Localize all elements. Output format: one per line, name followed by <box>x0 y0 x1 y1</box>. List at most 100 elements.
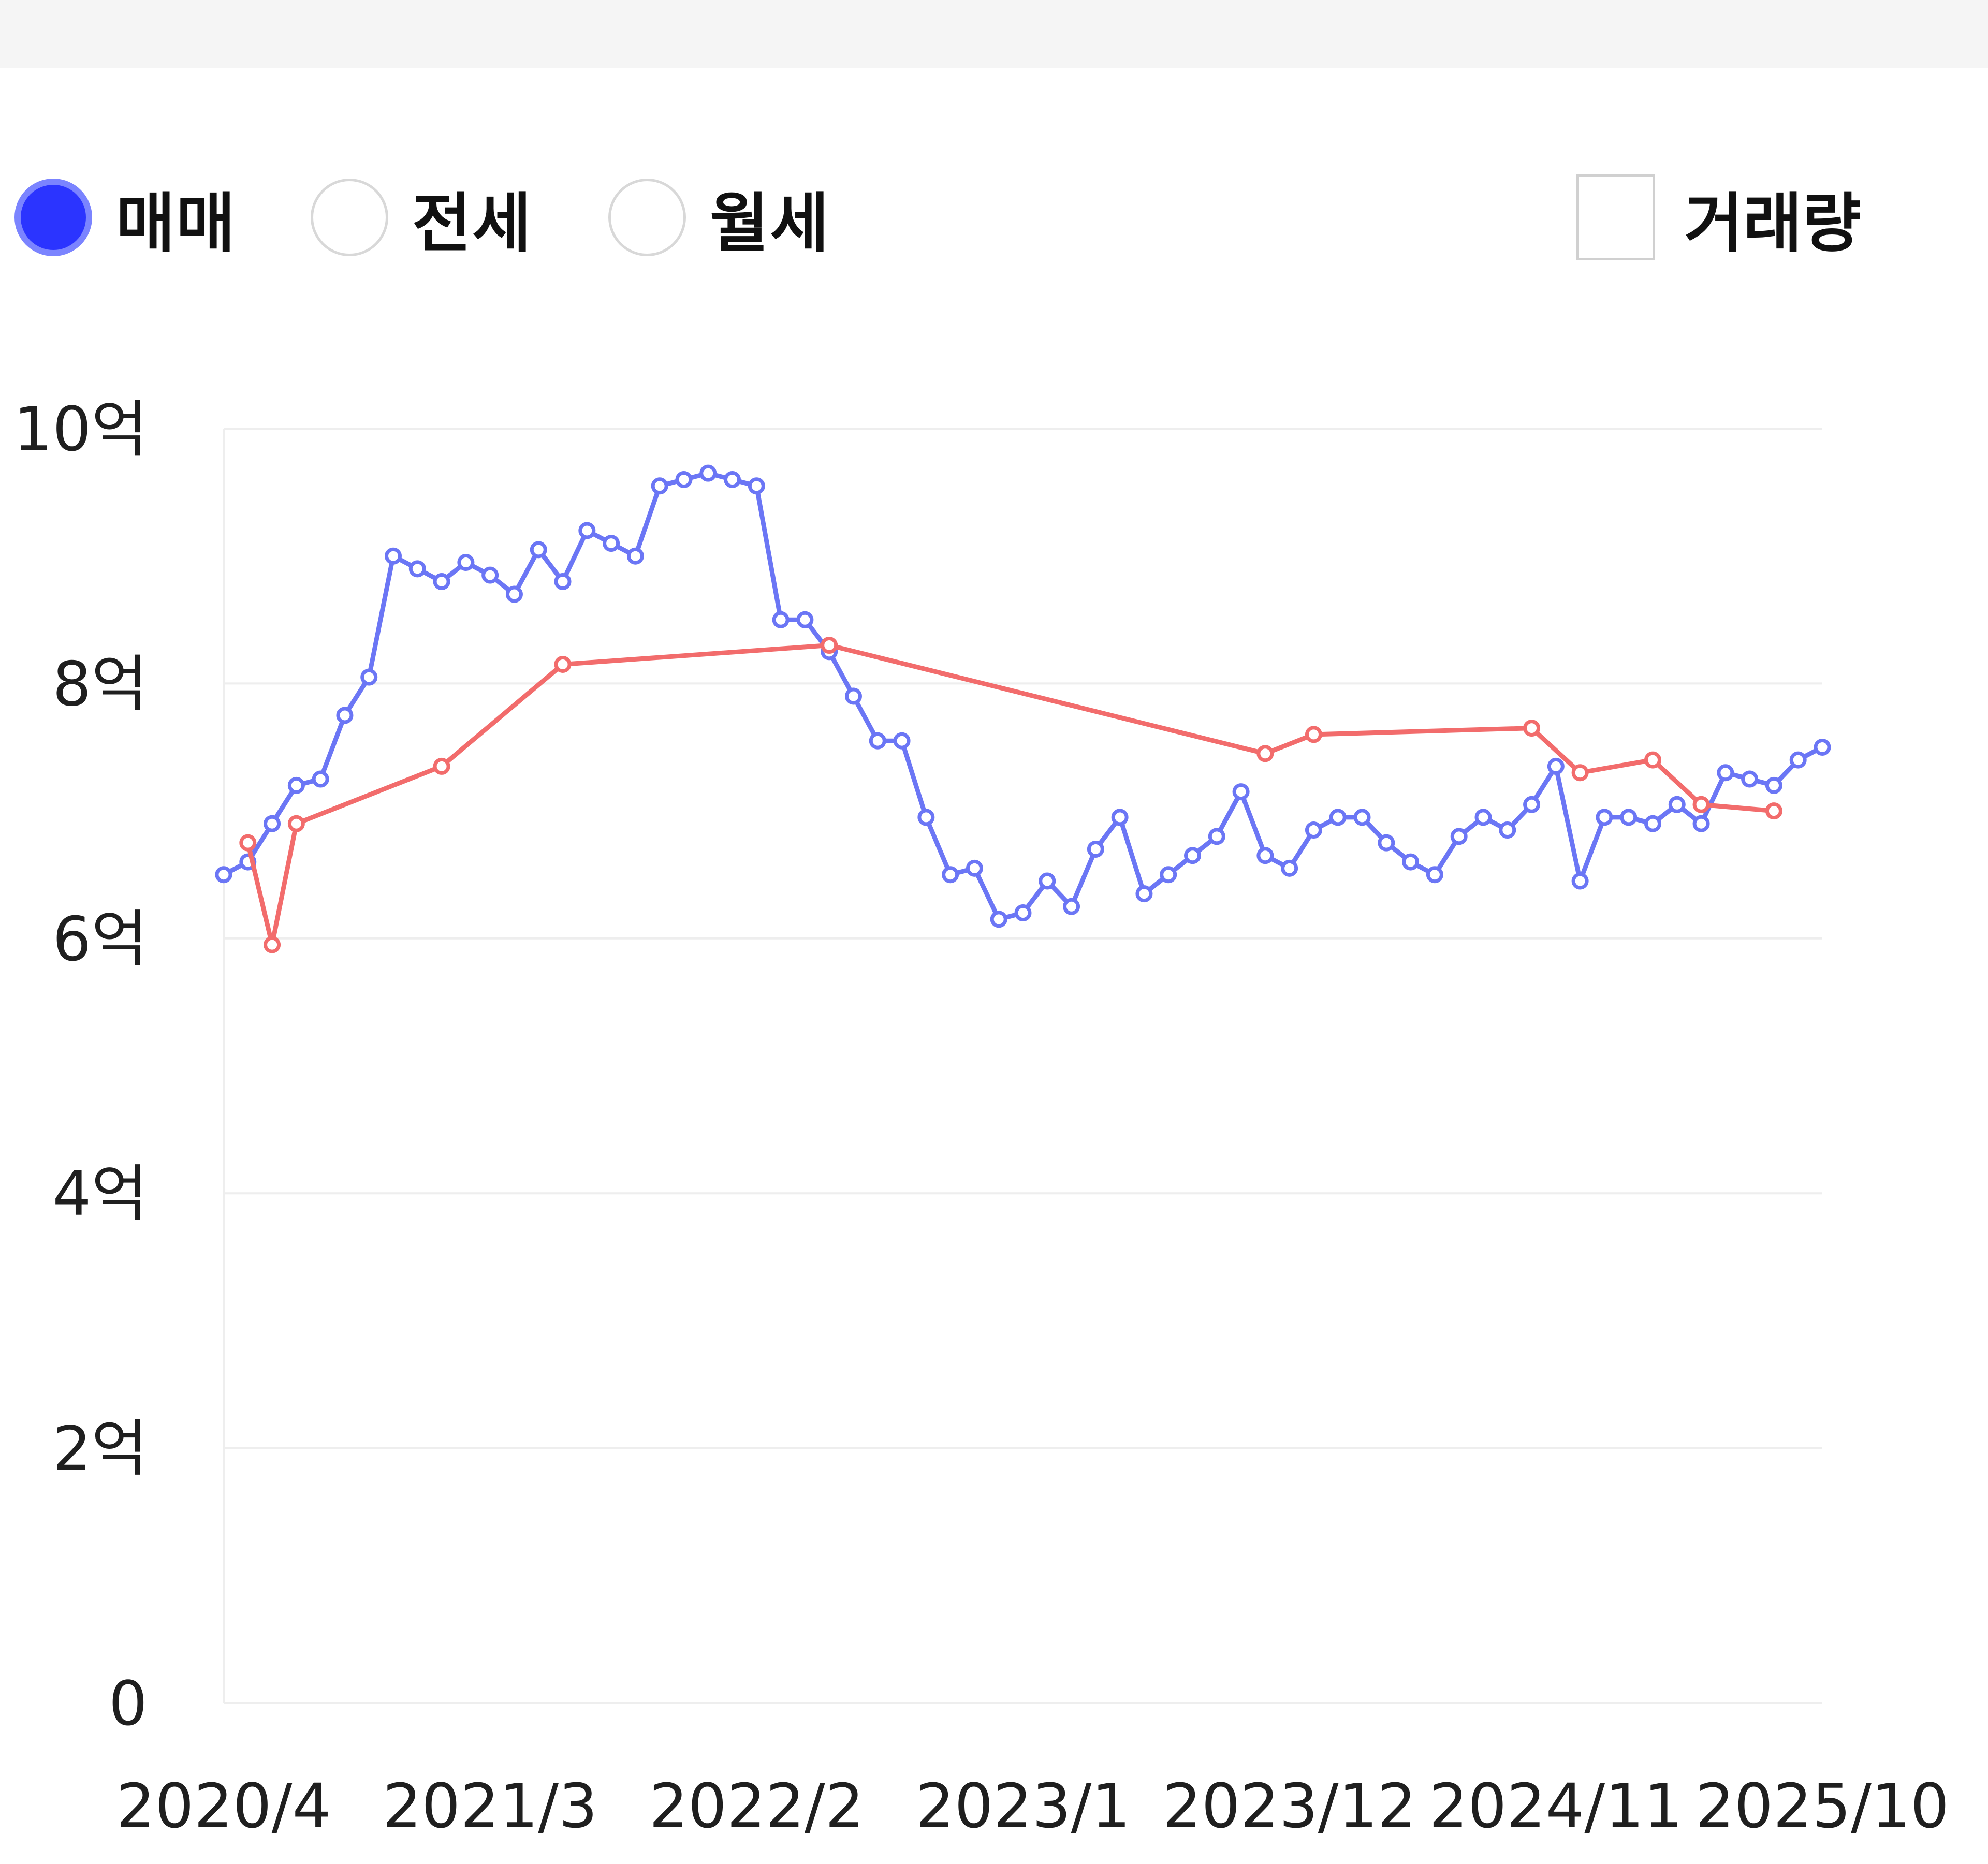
radio-sale[interactable]: 매매 <box>14 150 236 285</box>
data-point[interactable] <box>675 471 693 488</box>
y-tick-label: 2억 <box>52 1413 148 1485</box>
data-point[interactable] <box>1765 776 1782 794</box>
data-point[interactable] <box>869 732 886 750</box>
data-point[interactable] <box>1523 796 1541 813</box>
data-point[interactable] <box>1329 809 1347 826</box>
data-point[interactable] <box>578 522 596 539</box>
data-point[interactable] <box>1305 726 1322 743</box>
data-point[interactable] <box>360 668 378 686</box>
data-point[interactable] <box>1523 720 1541 737</box>
data-point[interactable] <box>554 655 572 673</box>
y-tick-label: 6억 <box>52 903 148 975</box>
series-1 <box>239 637 1782 953</box>
data-point[interactable] <box>287 815 305 832</box>
data-point[interactable] <box>1571 872 1589 890</box>
data-point[interactable] <box>239 834 257 852</box>
data-point[interactable] <box>215 866 232 884</box>
x-tick-label: 2021/3 <box>383 1770 597 1842</box>
data-point[interactable] <box>1281 859 1298 877</box>
data-point[interactable] <box>1741 770 1759 788</box>
data-point[interactable] <box>1814 739 1831 756</box>
data-point[interactable] <box>1547 757 1565 775</box>
data-point[interactable] <box>1063 898 1080 915</box>
data-point[interactable] <box>966 859 983 877</box>
radio-monthly-rent-indicator[interactable] <box>608 179 686 256</box>
data-point[interactable] <box>748 477 765 495</box>
data-point[interactable] <box>1256 847 1274 864</box>
data-point[interactable] <box>1499 821 1516 839</box>
data-point[interactable] <box>724 471 741 488</box>
data-point[interactable] <box>312 770 329 788</box>
data-point[interactable] <box>699 464 717 482</box>
axis-labels: 0 2억 4억 6억 8억 10억 2020/4 2021/3 2022/2 2023/1 2023… <box>13 393 1949 1842</box>
data-point[interactable] <box>505 585 523 603</box>
data-point[interactable] <box>1087 840 1104 858</box>
data-point[interactable] <box>287 776 305 794</box>
data-point[interactable] <box>1789 751 1807 769</box>
data-point[interactable] <box>821 637 838 654</box>
data-point[interactable] <box>1111 809 1129 826</box>
volume-checkbox-box[interactable] <box>1576 174 1655 260</box>
data-point[interactable] <box>1692 815 1710 832</box>
data-point[interactable] <box>1450 828 1468 845</box>
series-0 <box>215 464 1831 928</box>
radio-monthly-rent[interactable]: 월세 <box>608 150 830 285</box>
data-point[interactable] <box>1620 809 1638 826</box>
grid-lines <box>223 428 1822 1704</box>
data-point[interactable] <box>1039 872 1056 890</box>
data-point[interactable] <box>1378 834 1395 852</box>
data-point[interactable] <box>1426 866 1443 884</box>
data-point[interactable] <box>1305 821 1322 839</box>
data-point[interactable] <box>626 547 644 565</box>
data-point[interactable] <box>1692 796 1710 813</box>
data-point[interactable] <box>990 911 1007 928</box>
data-point[interactable] <box>603 535 620 552</box>
y-tick-label: 10억 <box>13 393 148 465</box>
data-point[interactable] <box>796 611 814 628</box>
radio-lease-indicator[interactable] <box>311 179 388 256</box>
data-point[interactable] <box>336 707 354 724</box>
radio-sale-label: 매매 <box>116 186 237 261</box>
data-point[interactable] <box>1717 764 1734 782</box>
data-point[interactable] <box>457 554 475 571</box>
data-point[interactable] <box>385 547 402 565</box>
data-point[interactable] <box>264 936 281 953</box>
data-point[interactable] <box>530 541 547 559</box>
data-point[interactable] <box>1208 828 1225 845</box>
data-point[interactable] <box>1644 751 1661 769</box>
y-tick-label: 0 <box>109 1668 148 1739</box>
data-point[interactable] <box>1256 745 1274 762</box>
radio-monthly-rent-label: 월세 <box>710 186 830 261</box>
data-point[interactable] <box>481 566 499 584</box>
data-point[interactable] <box>651 477 668 495</box>
data-point[interactable] <box>1596 809 1613 826</box>
data-point[interactable] <box>1184 847 1202 864</box>
data-point[interactable] <box>1571 764 1589 782</box>
data-point[interactable] <box>1668 796 1686 813</box>
data-point[interactable] <box>1644 815 1661 832</box>
data-point[interactable] <box>433 573 450 590</box>
data-point[interactable] <box>942 866 959 884</box>
data-point[interactable] <box>1135 885 1153 903</box>
data-point[interactable] <box>1014 904 1032 922</box>
x-tick-label: 2023/1 <box>915 1770 1130 1842</box>
volume-checkbox[interactable]: 거래량 <box>1576 150 1861 285</box>
data-point[interactable] <box>844 687 862 705</box>
data-point[interactable] <box>1765 802 1782 820</box>
data-point[interactable] <box>1353 809 1371 826</box>
data-point[interactable] <box>1232 783 1250 801</box>
data-point[interactable] <box>1160 866 1177 884</box>
data-point[interactable] <box>433 757 450 775</box>
data-point[interactable] <box>554 573 572 590</box>
data-point[interactable] <box>772 611 790 628</box>
data-point[interactable] <box>264 815 281 832</box>
data-point[interactable] <box>1474 809 1492 826</box>
data-point[interactable] <box>1402 853 1420 871</box>
data-point[interactable] <box>893 732 911 750</box>
series-line <box>245 643 1774 947</box>
data-point[interactable] <box>408 560 426 578</box>
top-bar <box>0 0 1988 68</box>
data-point[interactable] <box>917 809 935 826</box>
radio-lease[interactable]: 전세 <box>311 150 532 285</box>
